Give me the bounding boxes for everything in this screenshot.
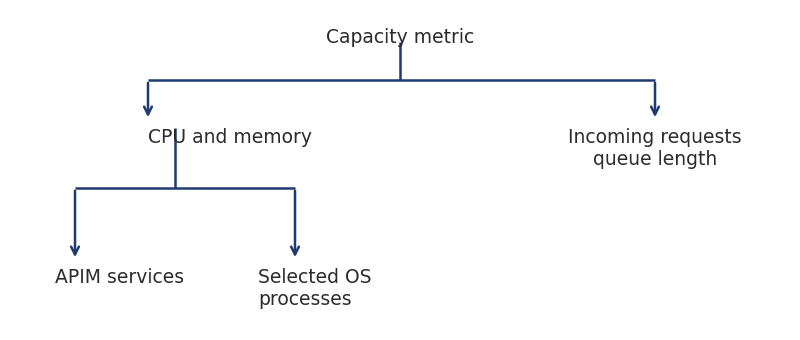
Text: APIM services: APIM services — [55, 268, 184, 287]
Text: CPU and memory: CPU and memory — [148, 128, 312, 147]
Text: Selected OS
processes: Selected OS processes — [258, 268, 371, 309]
Text: Capacity metric: Capacity metric — [326, 28, 474, 47]
Text: Incoming requests
queue length: Incoming requests queue length — [568, 128, 742, 169]
